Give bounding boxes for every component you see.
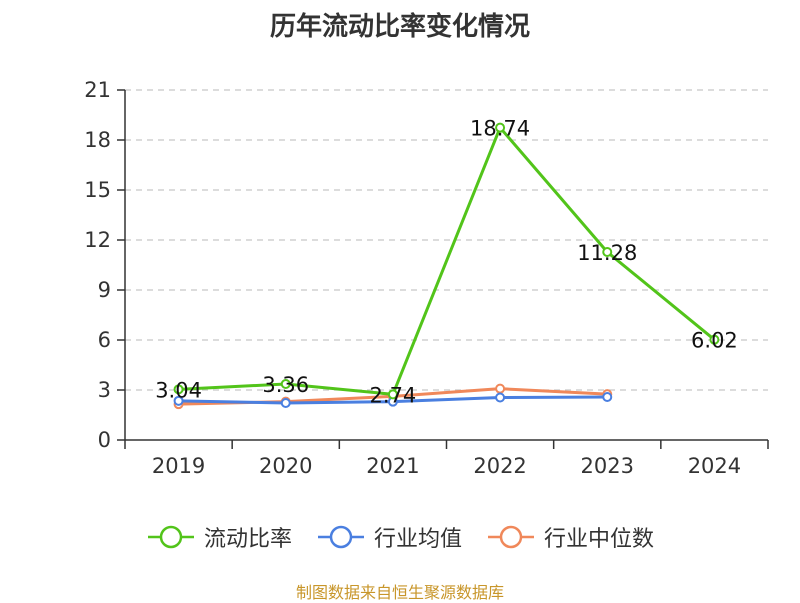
legend: 流动比率 行业均值 行业中位数 (0, 521, 800, 553)
y-tick-label: 6 (98, 328, 111, 352)
y-tick-label: 3 (98, 378, 111, 402)
data-point[interactable] (495, 122, 506, 133)
grid-lines (125, 89, 768, 391)
series-line (178, 126, 716, 396)
chart-title: 历年流动比率变化情况 (269, 12, 530, 42)
data-point[interactable] (709, 334, 720, 345)
x-tick-label: 2023 (581, 454, 634, 478)
y-tick-label: 12 (84, 228, 111, 252)
data-label: 18.74 (470, 117, 530, 141)
data-point[interactable] (280, 379, 291, 389)
x-tick-label: 2022 (473, 454, 526, 478)
data-point[interactable] (280, 398, 291, 408)
y-tick-label: 9 (98, 278, 111, 302)
data-point[interactable] (495, 392, 506, 403)
y-tick-label: 18 (84, 128, 111, 152)
x-tick-label: 2021 (366, 454, 419, 478)
axes: 0 3 6 9 12 15 18 21 2019 2020 2021 2022 2023 2024 (84, 78, 769, 478)
data-point[interactable] (387, 389, 398, 400)
data-point[interactable] (602, 392, 613, 402)
data-point[interactable] (173, 384, 184, 395)
data-point[interactable] (173, 395, 184, 406)
legend-label: 流动比率 (203, 527, 292, 552)
x-tick-label: 2019 (152, 454, 205, 478)
legend-line-marker-icon (317, 525, 364, 549)
data-label: 2.74 (370, 383, 417, 407)
series-lines (173, 122, 720, 410)
legend-label: 行业中位数 (544, 527, 655, 552)
x-tick-label: 2020 (259, 454, 312, 478)
legend-line-marker-icon (488, 525, 534, 549)
data-labels: 3.04 3.36 2.74 18.74 11.28 6.02 (155, 117, 738, 408)
data-label: 6.02 (691, 329, 738, 353)
legend-label: 行业均值 (373, 527, 462, 552)
x-tick-label: 2024 (688, 454, 741, 478)
legend-item-industry-median[interactable]: 行业中位数 (486, 521, 654, 553)
data-label: 3.04 (155, 378, 202, 402)
legend-item-current-ratio[interactable]: 流动比率 (146, 521, 292, 553)
data-label: 3.36 (262, 373, 309, 397)
legend-line-marker-icon (147, 525, 194, 549)
y-tick-label: 15 (84, 178, 111, 202)
data-label: 11.28 (577, 241, 637, 265)
y-tick-label: 0 (98, 428, 111, 452)
source-note: 制图数据来自恒生聚源数据库 (295, 583, 504, 602)
data-point[interactable] (602, 247, 613, 257)
legend-item-industry-mean[interactable]: 行业均值 (316, 521, 462, 553)
y-tick-label: 21 (84, 78, 111, 102)
data-point[interactable] (495, 383, 506, 394)
